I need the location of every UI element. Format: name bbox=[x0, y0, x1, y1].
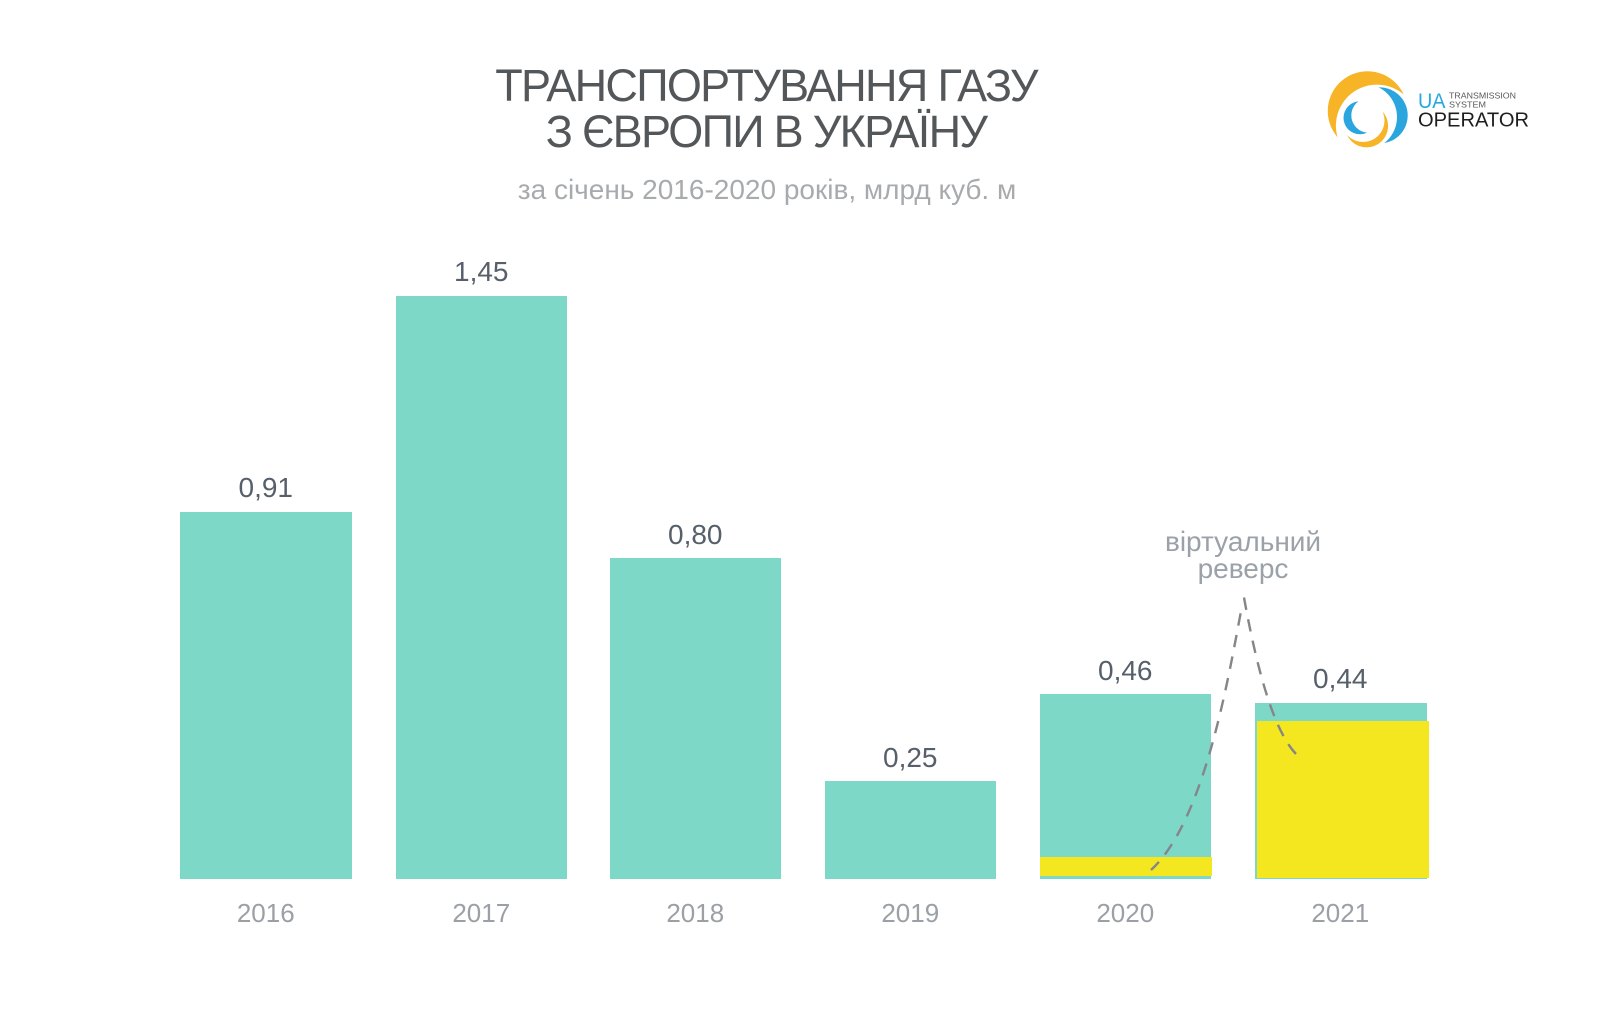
svg-text:UA: UA bbox=[1418, 90, 1446, 113]
svg-text:SYSTEM: SYSTEM bbox=[1449, 99, 1486, 109]
svg-text:OPERATOR: OPERATOR bbox=[1418, 109, 1529, 131]
svg-text:TRANSMISSION: TRANSMISSION bbox=[1449, 91, 1516, 101]
